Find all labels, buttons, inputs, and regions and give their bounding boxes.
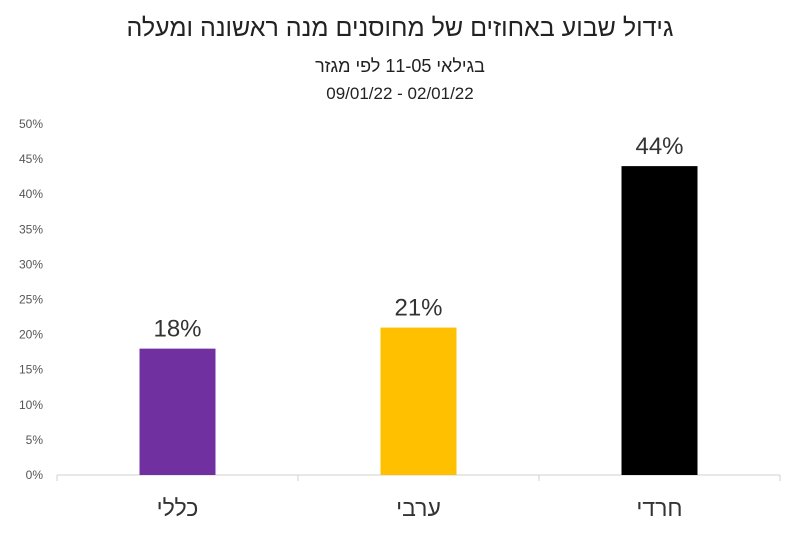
chart-title: גידול שבוע באחוזים של מחוסנים מנה ראשונה… [126,14,674,42]
y-tick-label: 30% [19,257,43,271]
chart-date-range: 09/01/22 - 02/01/22 [326,84,474,103]
y-tick-label: 20% [19,328,43,342]
y-tick-label: 5% [26,433,44,447]
y-tick-label: 15% [19,363,43,377]
y-tick-label: 40% [19,187,43,201]
category-label: כללי [157,495,199,521]
bar-2 [380,327,457,475]
data-label: 44% [635,133,683,160]
y-tick-label: 45% [19,152,43,166]
category-label: ערבי [396,495,441,521]
chart-subtitle: בגילאי 11-05 לפי מגזר [315,56,485,76]
y-tick-label: 35% [19,222,43,236]
y-tick-label: 25% [19,293,43,307]
y-tick-label: 50% [19,117,43,131]
data-label: 21% [394,295,442,322]
y-tick-label: 10% [19,398,43,412]
category-label: חרדי [636,495,682,521]
bar-3 [621,166,698,475]
data-label: 18% [153,316,201,343]
y-tick-label: 0% [26,468,44,482]
bar-1 [139,348,216,475]
